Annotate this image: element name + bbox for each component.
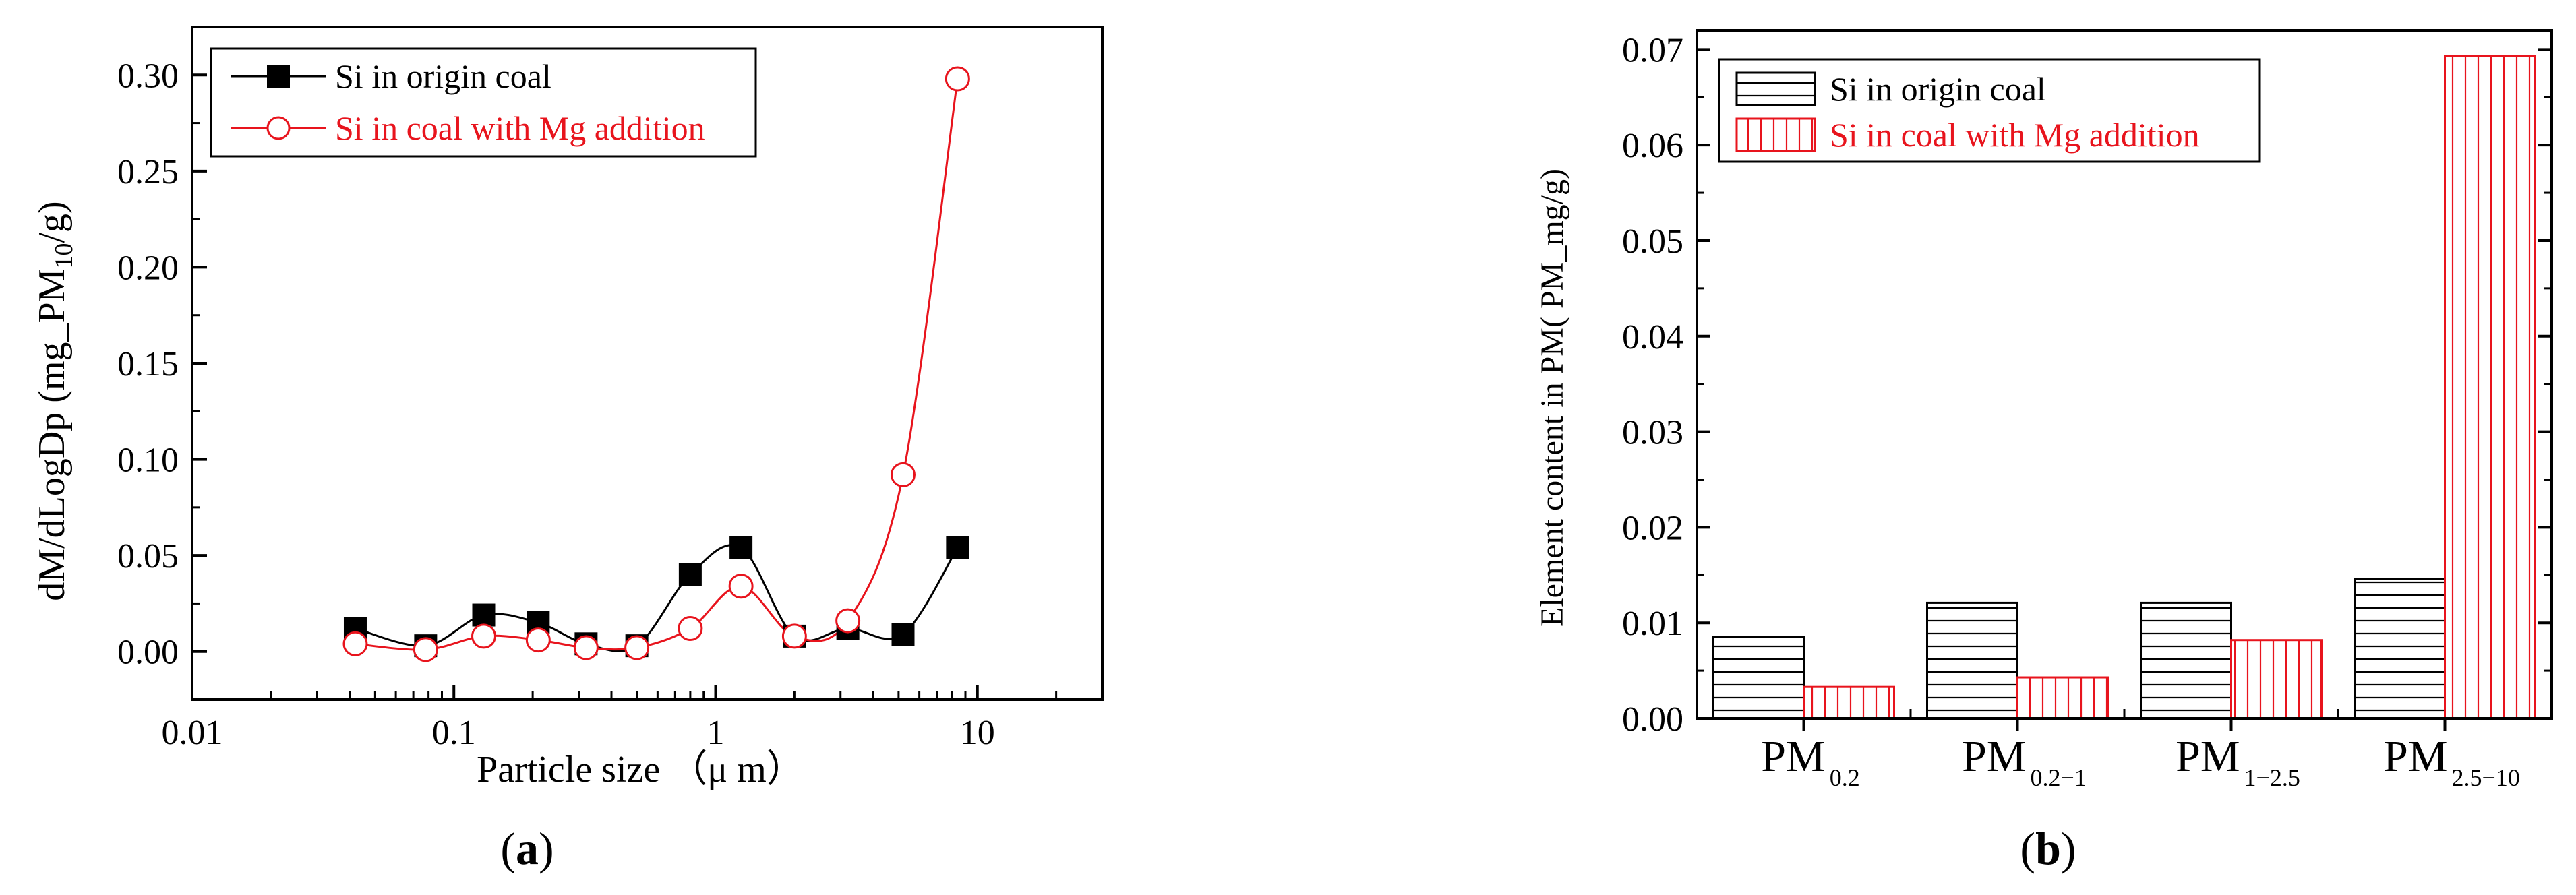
data-point-mg xyxy=(890,462,916,487)
panel-a-plot-frame xyxy=(191,26,1104,701)
panel-a-x-axis-label: Particle size （μ m） xyxy=(477,749,804,791)
data-point-mg xyxy=(624,635,650,660)
bar-origin xyxy=(2354,578,2446,720)
data-point-mg xyxy=(342,631,368,656)
y-tick-label: 0.04 xyxy=(1622,318,1683,357)
y-tick-label: 0.07 xyxy=(1622,31,1683,69)
panel-b-chart: 0.00 0.01 0.02 0.03 0.04 0.05 0.06 0.07 PM 0.2 PM 0… xyxy=(1534,29,2553,874)
x-tick-label: PM 1−2.5 xyxy=(2176,732,2300,791)
x-tick-label: 10 xyxy=(960,714,995,752)
bar-mg xyxy=(2016,676,2109,720)
data-point-mg xyxy=(573,635,599,660)
panel-b-y-axis-label: Element content in PM( PM_mg/g) xyxy=(1534,168,1570,627)
panel-a-caption: (a) xyxy=(500,823,553,874)
series-origin-curve xyxy=(355,544,959,652)
bar-mg xyxy=(1803,685,1895,720)
y-tick-label: 0.00 xyxy=(117,634,179,672)
panel-a-legend-box xyxy=(210,47,757,158)
panel-b-legend-label-origin: Si in origin coal xyxy=(1830,70,2046,108)
panel-a-y-axis-label: dM/dLogDp (mg_PM10/g) xyxy=(31,201,78,600)
bar-origin xyxy=(1712,636,1805,720)
panel-b-ticks: 0.00 0.01 0.02 0.03 0.04 0.05 0.06 0.07 PM 0.2 PM 0… xyxy=(1622,31,2552,791)
x-tick-label: PM 0.2−1 xyxy=(1962,732,2087,791)
data-point-mg xyxy=(678,615,703,641)
data-point-mg xyxy=(781,623,807,649)
y-tick-label: 0.25 xyxy=(117,153,179,191)
data-point-origin xyxy=(472,603,496,627)
y-tick-label: 0.05 xyxy=(117,537,179,576)
data-point-mg xyxy=(413,637,438,662)
panel-b-plot-frame xyxy=(1696,29,2553,720)
y-tick-label: 0.00 xyxy=(1622,700,1683,739)
data-point-origin xyxy=(678,563,702,586)
bar-mg xyxy=(2230,639,2323,720)
y-tick-label: 0.01 xyxy=(1622,605,1683,643)
bar-origin xyxy=(1926,601,2018,720)
x-tick-label: PM 2.5−10 xyxy=(2383,732,2520,791)
legend-marker-origin xyxy=(267,65,290,88)
data-point-mg xyxy=(525,627,551,653)
y-tick-label: 0.15 xyxy=(117,345,179,383)
y-tick-label: 0.06 xyxy=(1622,127,1683,165)
x-tick-label: 1 xyxy=(707,714,725,752)
data-point-mg xyxy=(835,608,861,634)
x-tick-label: 0.1 xyxy=(432,714,476,752)
panel-a-ticks: 0.00 0.05 0.10 0.15 0.20 0.25 0.30 0.01 0.1 1 10 xyxy=(117,57,1058,752)
panel-b-legend-label-mg: Si in coal with Mg addition xyxy=(1830,116,2200,154)
panel-b-legend: Si in origin coal Si in coal with Mg add… xyxy=(1718,58,2261,163)
y-tick-label: 0.10 xyxy=(117,441,179,480)
series-mg-curve xyxy=(355,78,959,651)
panel-b-bars xyxy=(1712,55,2536,720)
y-tick-label: 0.02 xyxy=(1622,509,1683,547)
data-point-origin xyxy=(946,536,969,559)
bar-mg xyxy=(2444,55,2536,720)
y-tick-label: 0.30 xyxy=(117,57,179,95)
data-point-mg xyxy=(728,574,754,599)
legend-label-origin: Si in origin coal xyxy=(335,57,551,95)
legend-marker-mg xyxy=(266,116,291,140)
x-tick-label: PM 0.2 xyxy=(1761,732,1859,791)
legend-swatch-origin xyxy=(1735,71,1816,106)
y-tick-label: 0.05 xyxy=(1622,222,1683,261)
data-point-origin xyxy=(891,623,915,646)
data-point-mg xyxy=(471,623,496,649)
panel-b-caption: (b) xyxy=(2020,823,2076,874)
panel-a-legend: Si in origin coal Si in coal with Mg add… xyxy=(210,47,757,158)
data-point-mg xyxy=(945,66,970,92)
panel-a-chart: 0.00 0.05 0.10 0.15 0.20 0.25 0.30 0.01 0.1 1 10 S… xyxy=(31,26,1104,874)
panel-a-fit-curves xyxy=(355,78,959,652)
y-tick-label: 0.03 xyxy=(1622,414,1683,452)
legend-label-mg: Si in coal with Mg addition xyxy=(335,109,705,147)
data-point-origin xyxy=(729,536,753,559)
bar-origin xyxy=(2140,601,2232,720)
panel-a-data-points xyxy=(342,66,970,662)
x-tick-label: 0.01 xyxy=(162,714,223,752)
legend-swatch-mg xyxy=(1735,117,1816,152)
y-tick-label: 0.20 xyxy=(117,249,179,287)
